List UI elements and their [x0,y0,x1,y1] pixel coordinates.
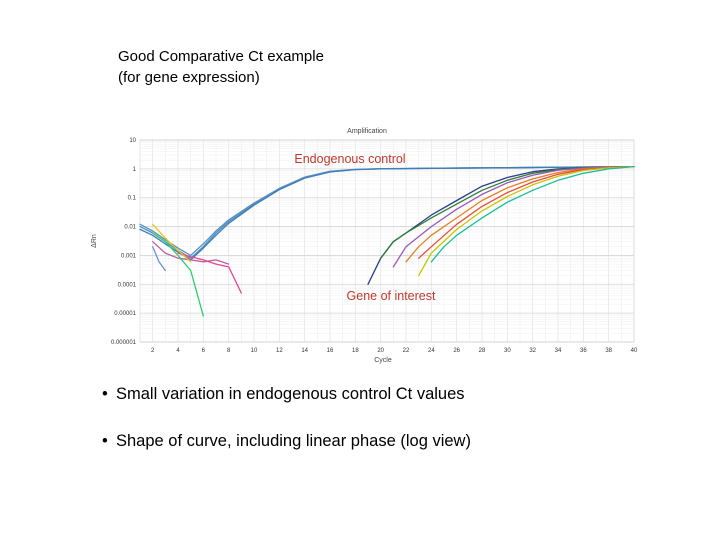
x-tick-label: 14 [301,348,308,354]
x-tick-label: 8 [227,348,231,354]
bullet-dot-icon: • [102,432,108,450]
slide-title-line-1: Good Comparative Ct example [118,48,324,65]
x-tick-label: 16 [327,348,334,354]
y-tick-label: 1 [133,167,137,173]
chart-title: Amplification [347,128,387,135]
bullet-dot-icon: • [102,385,108,403]
y-tick-label: 0.00001 [114,311,136,317]
series-line-noise-12 [152,232,204,317]
x-tick-label: 32 [529,348,536,354]
x-tick-label: 22 [403,348,410,354]
series-line-noise-14 [152,246,166,272]
slide-title: Good Comparative Ct example (for gene ex… [118,46,324,88]
x-tick-label: 18 [352,348,359,354]
x-tick-label: 6 [202,348,206,354]
x-tick-label: 2 [151,348,155,354]
bullet-item-1: • Small variation in endogenous control C… [102,385,465,404]
x-tick-label: 10 [251,348,258,354]
x-tick-label: 24 [428,348,435,354]
annotation-endogenous-control: Endogenous control [294,152,405,166]
y-axis-label: ΔRn [91,234,98,248]
slide-title-line-2: (for gene expression) [118,69,260,86]
annotation-gene-of-interest: Gene of interest [347,289,436,303]
series-line-endogenous-3 [139,165,635,261]
bullet-text-1: Small variation in endogenous control Ct… [116,385,465,403]
y-tick-label: 0.01 [124,225,136,231]
x-tick-label: 38 [605,348,612,354]
y-tick-label: 0.001 [121,253,137,259]
x-tick-label: 30 [504,348,511,354]
x-tick-label: 40 [631,348,638,354]
x-tick-label: 26 [453,348,460,354]
x-tick-label: 20 [377,348,384,354]
y-tick-label: 0.000001 [111,340,137,346]
series-line-noise-11 [152,241,230,265]
y-tick-label: 10 [129,138,136,144]
x-tick-label: 34 [555,348,562,354]
bullet-text-2: Shape of curve, including linear phase (… [116,432,471,450]
series-line-noise-15 [152,223,192,263]
series-line-noise-13 [177,252,242,294]
bullet-item-2: • Shape of curve, including linear phase … [102,432,471,451]
x-axis-label: Cycle [374,357,392,364]
y-tick-label: 0.1 [128,196,137,202]
x-tick-label: 4 [176,348,180,354]
series-line-interest-9 [418,165,635,277]
x-tick-label: 28 [479,348,486,354]
x-tick-label: 12 [276,348,283,354]
x-tick-label: 36 [580,348,587,354]
series-line-interest-10 [430,165,635,263]
y-tick-label: 0.0001 [118,282,137,288]
